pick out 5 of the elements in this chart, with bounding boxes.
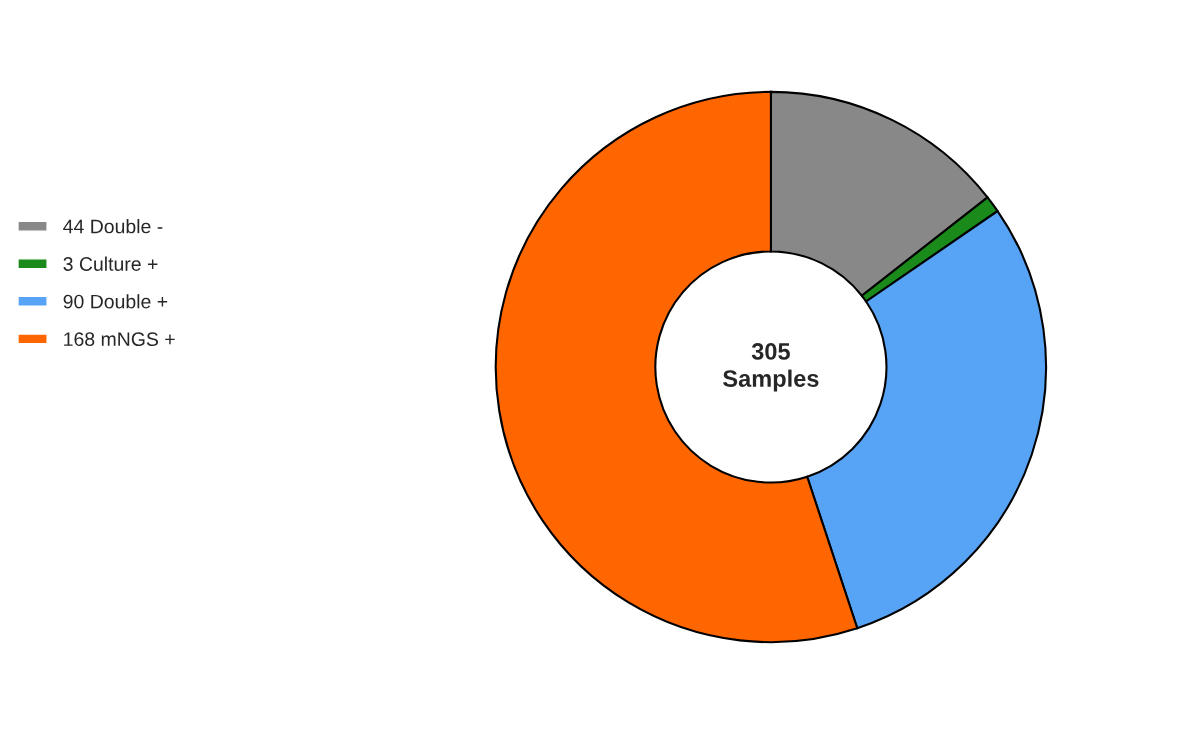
text: 305 Samples [723, 343, 819, 392]
legend-label: 90 Double + [63, 294, 168, 309]
legend-label: 168 mNGS + [64, 332, 175, 347]
legend-label: 44 Double - [63, 219, 163, 234]
legend-label: 3 Culture + [63, 256, 158, 271]
